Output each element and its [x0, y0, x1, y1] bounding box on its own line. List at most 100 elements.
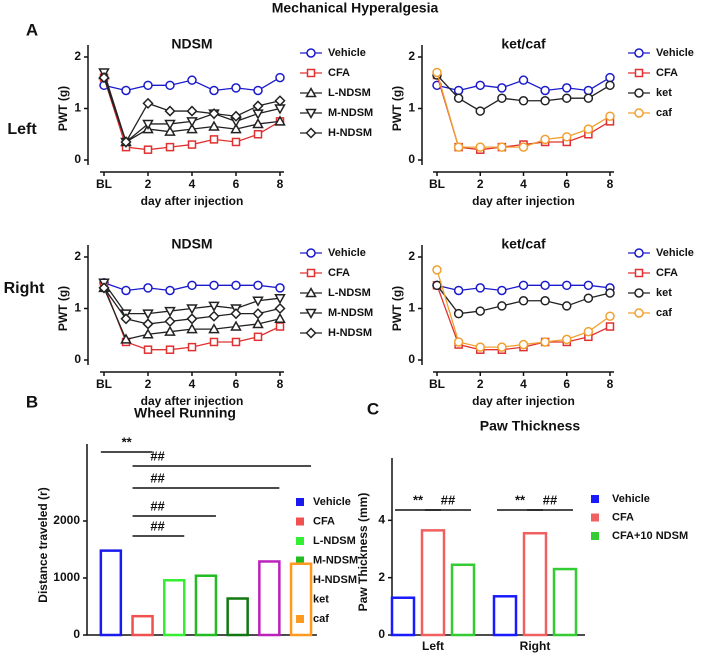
series-line	[436, 74, 611, 151]
significance-label: ##	[441, 492, 456, 507]
marker	[562, 132, 572, 142]
y-tick-label: 2	[74, 49, 81, 63]
x-tick-label: 4	[520, 177, 527, 191]
x-tick-label: BL	[429, 377, 445, 391]
legend-label: ket	[656, 87, 672, 99]
bar	[492, 595, 518, 637]
marker	[143, 283, 153, 293]
legend-swatch	[296, 615, 304, 623]
legend-marker	[305, 286, 317, 298]
legend-label: H-NDSM	[328, 127, 372, 139]
marker	[518, 142, 529, 152]
marker	[605, 311, 615, 321]
marker	[453, 285, 464, 296]
legend-label: CFA	[313, 515, 335, 527]
bar	[131, 614, 154, 637]
marker	[98, 72, 110, 84]
y-tick-label: 1	[74, 301, 81, 315]
marker	[562, 83, 572, 93]
marker	[164, 105, 176, 117]
marker	[605, 288, 615, 298]
significance-label: ##	[150, 470, 165, 485]
marker	[143, 345, 153, 354]
legend-label: H-NDSM	[328, 327, 372, 339]
marker	[475, 306, 485, 316]
marker	[143, 80, 153, 91]
significance-label: ##	[150, 518, 165, 533]
legend-swatch	[296, 537, 304, 545]
marker	[121, 85, 131, 96]
legend-label: Vehicle	[328, 247, 366, 259]
marker	[275, 322, 285, 331]
x-tick-label: BL	[96, 377, 112, 391]
marker	[208, 120, 220, 131]
marker	[186, 313, 198, 325]
marker	[518, 339, 529, 350]
x-tick-label: 6	[233, 177, 240, 191]
marker	[253, 130, 263, 139]
marker	[209, 337, 219, 347]
marker	[165, 345, 175, 354]
y-tick-label: 1000	[53, 570, 80, 584]
legend-marker	[305, 327, 317, 339]
row-label: Right	[4, 280, 46, 297]
marker	[453, 308, 464, 319]
bar	[163, 579, 186, 637]
marker	[605, 111, 615, 121]
y-tick-label: 1	[74, 101, 81, 115]
x-tick-label: 8	[607, 377, 614, 391]
bar	[522, 531, 548, 637]
x-tick-label: 4	[520, 377, 527, 391]
x-tick-label: 2	[477, 377, 484, 391]
x-tick-label: 8	[607, 177, 614, 191]
marker	[453, 142, 464, 152]
y-tick-label: 2000	[53, 513, 80, 527]
y-tick-label: 2	[408, 49, 415, 63]
marker	[562, 301, 572, 311]
marker	[252, 308, 264, 320]
legend-marker	[634, 248, 644, 258]
legend-marker	[634, 288, 644, 298]
legend-label: ket	[656, 287, 672, 299]
marker	[432, 67, 442, 78]
legend-marker	[305, 86, 317, 98]
marker	[540, 134, 550, 145]
marker	[231, 83, 241, 93]
significance-label: ##	[150, 498, 165, 513]
marker	[453, 93, 464, 103]
marker	[164, 125, 176, 136]
legend-label: caf	[313, 613, 329, 625]
legend-label: Vehicle	[328, 47, 366, 59]
y-tick-label: 1	[408, 301, 415, 315]
marker	[187, 280, 197, 291]
marker	[231, 337, 241, 347]
marker	[253, 280, 263, 291]
y-tick-label: 0	[408, 352, 415, 366]
chart-title: Paw Thickness	[480, 418, 581, 434]
x-tick-label: 2	[145, 177, 152, 191]
marker	[120, 136, 132, 148]
chart-title: NDSM	[171, 36, 212, 52]
marker	[540, 85, 550, 96]
legend-label: CFA	[656, 67, 678, 79]
legend-marker	[306, 48, 316, 58]
marker	[605, 80, 615, 91]
legend-marker	[306, 248, 316, 258]
marker	[252, 317, 264, 329]
legend-marker	[634, 88, 644, 98]
marker	[432, 265, 442, 275]
legend-marker	[634, 108, 644, 118]
legend-label: CFA	[328, 267, 350, 279]
x-tick-label: 8	[277, 177, 284, 191]
x-tick-label: 4	[189, 377, 196, 391]
legend-swatch	[296, 556, 304, 565]
y-tick-label: 2	[378, 570, 385, 584]
marker	[120, 333, 132, 344]
legend-label: Vehicle	[656, 47, 694, 59]
marker	[230, 110, 242, 122]
marker	[497, 83, 507, 93]
marker	[143, 145, 153, 154]
marker	[165, 285, 175, 296]
marker	[432, 280, 442, 291]
